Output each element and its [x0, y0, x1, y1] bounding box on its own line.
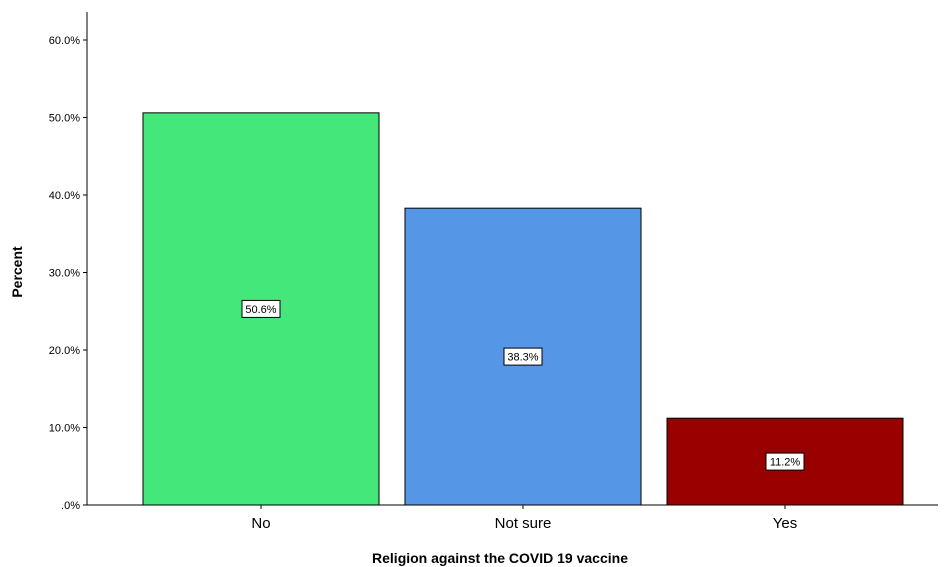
x-axis-title: Religion against the COVID 19 vaccine: [372, 550, 628, 566]
x-tick-label: Not sure: [495, 515, 552, 532]
data-labels: 50.6% 38.3% 11.2%: [241, 299, 805, 471]
data-label-box: [765, 452, 805, 471]
data-label-box: [503, 347, 543, 366]
x-tick-label: Yes: [773, 515, 797, 532]
x-tick-label: No: [251, 515, 270, 532]
data-label: 11.2%: [770, 457, 801, 469]
x-axis-ticks: No Not sure Yes: [251, 505, 797, 532]
y-tick-label: 20.0%: [49, 345, 80, 357]
y-axis-ticks: .0% 10.0% 20.0% 30.0% 40.0% 50.0% 60.0%: [49, 35, 87, 512]
data-label: 50.6%: [245, 304, 276, 316]
y-tick-label: 40.0%: [49, 190, 80, 202]
data-label: 38.3%: [507, 352, 538, 364]
y-tick-label: 60.0%: [49, 35, 80, 47]
data-label-box: [241, 299, 281, 318]
y-tick-label: 50.0%: [49, 113, 80, 125]
y-tick-label: 30.0%: [49, 268, 80, 280]
y-tick-label: .0%: [61, 500, 80, 512]
y-tick-label: 10.0%: [49, 423, 80, 435]
y-axis-title: Percent: [9, 246, 25, 298]
